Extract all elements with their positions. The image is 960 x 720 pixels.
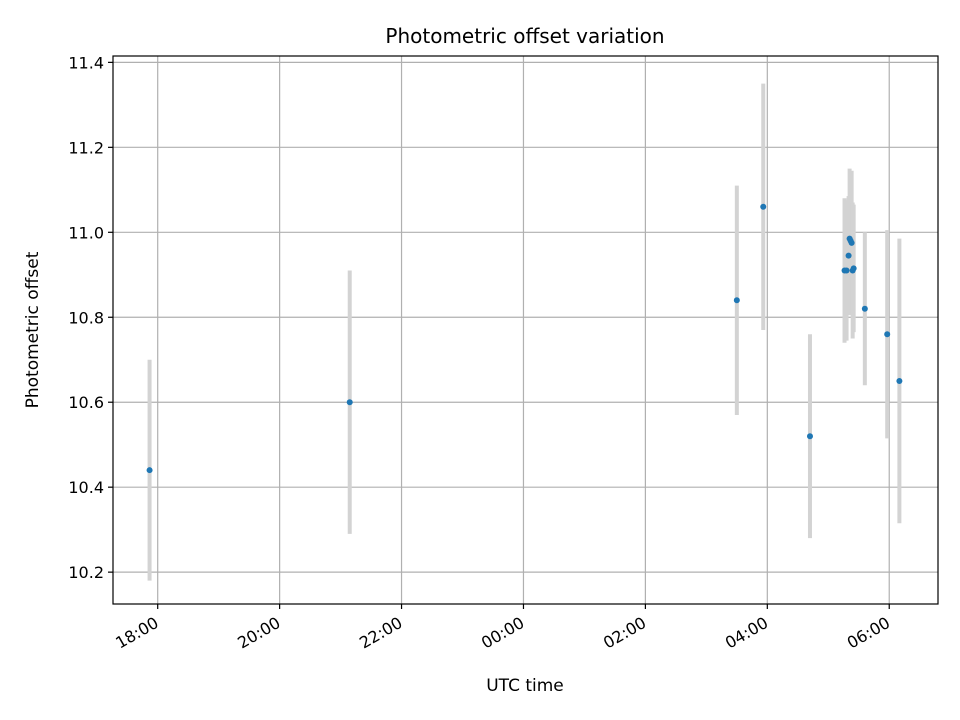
data-point (843, 267, 850, 274)
y-axis-label: Photometric offset (23, 251, 43, 408)
y-tick-label: 10.4 (68, 478, 104, 497)
data-point (806, 433, 813, 440)
plot-frame (112, 55, 939, 605)
data-point (760, 203, 767, 210)
plot-area (113, 56, 938, 604)
data-point (896, 377, 903, 384)
y-tick-label: 11.4 (68, 53, 104, 72)
y-tick-label: 10.8 (68, 308, 104, 327)
data-point (346, 399, 353, 406)
y-axis-ticks: 10.2 10.4 10.6 10.8 11.0 11.2 11.4 (68, 53, 113, 582)
data-point (845, 252, 852, 259)
y-tick-label: 10.2 (68, 563, 104, 582)
chart-title: Photometric offset variation (385, 24, 664, 48)
y-tick-label: 11.2 (68, 138, 104, 157)
y-tick-label: 10.6 (68, 393, 104, 412)
grid (113, 56, 938, 604)
data-point (850, 265, 857, 272)
data-point (884, 331, 891, 338)
data-point (861, 305, 868, 312)
y-tick-label: 11.0 (68, 223, 104, 242)
x-axis-label: UTC time (486, 676, 564, 696)
data-point (146, 467, 153, 474)
data-point (848, 239, 855, 246)
data-points (146, 203, 903, 474)
data-point (733, 297, 740, 304)
